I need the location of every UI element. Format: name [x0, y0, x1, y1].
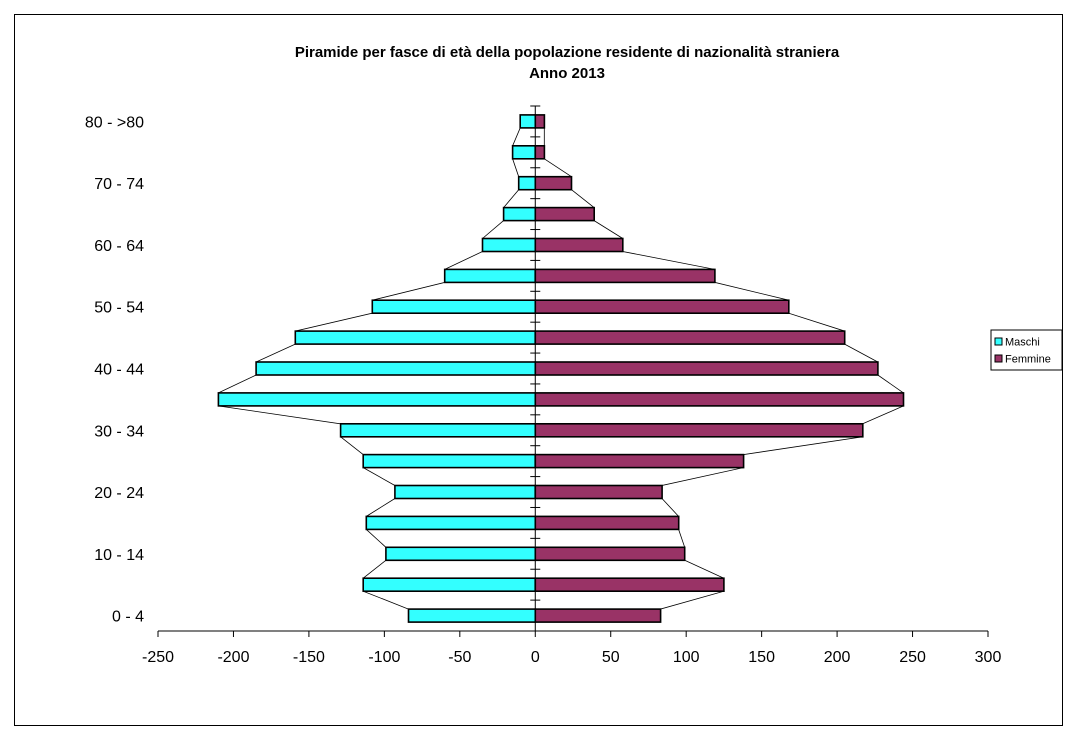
bar-femmine-6 — [534, 422, 864, 438]
y-tick-label: 60 - 64 — [94, 238, 144, 255]
bar-maschi-5 — [362, 453, 537, 469]
bar-maschi-4 — [394, 484, 536, 500]
bar-femmine-15 — [534, 145, 546, 160]
legend-swatch-femmine — [994, 354, 1003, 363]
bar-maschi-13 — [502, 206, 537, 222]
y-tick-label: 70 - 74 — [94, 176, 144, 193]
bar-femmine-7 — [534, 392, 905, 407]
x-tick-label: -150 — [293, 649, 325, 666]
bar-maschi-11 — [443, 268, 537, 284]
chart-title: Piramide per fasce di età della popolazi… — [295, 44, 840, 61]
axes-group: -250 -200 -150 -100 -50 0 50 100 150 200 250 300 0 -… — [85, 105, 1002, 666]
y-tick-label: 50 - 54 — [94, 300, 144, 317]
legend-label-maschi: Maschi — [1005, 337, 1040, 349]
x-tick-label: 150 — [748, 649, 775, 666]
bar-maschi-6 — [339, 422, 537, 438]
y-tick-label: 10 - 14 — [94, 547, 144, 564]
x-tick-label: 50 — [602, 649, 620, 666]
bar-femmine-5 — [534, 453, 745, 469]
bar-maschi-2 — [385, 546, 537, 562]
y-tick-label: 0 - 4 — [112, 609, 144, 626]
bar-maschi-1 — [362, 577, 537, 593]
legend-label-femmine: Femmine — [1005, 354, 1051, 366]
x-tick-label: -50 — [448, 649, 471, 666]
bar-femmine-4 — [534, 484, 663, 500]
bar-femmine-14 — [534, 175, 573, 191]
bar-maschi-8 — [255, 361, 537, 376]
y-tick-label: 20 - 24 — [94, 485, 144, 502]
bar-femmine-12 — [534, 237, 624, 253]
x-tick-label: -250 — [142, 649, 174, 666]
bar-femmine-11 — [534, 268, 716, 284]
y-tick-label: 30 - 34 — [94, 423, 144, 440]
x-tick-label: 0 — [531, 649, 540, 666]
x-tick-label: 250 — [899, 649, 926, 666]
bar-maschi-0 — [407, 608, 537, 623]
bar-femmine-3 — [534, 515, 680, 531]
chart-subtitle: Anno 2013 — [529, 65, 605, 82]
x-tick-label: -100 — [368, 649, 400, 666]
x-tick-label: 300 — [975, 649, 1002, 666]
legend-box — [990, 329, 1063, 371]
bar-maschi-12 — [481, 237, 537, 253]
legend: Maschi Femmine — [990, 329, 1063, 371]
bar-maschi-7 — [217, 392, 537, 407]
y-tick-label: 40 - 44 — [94, 362, 144, 379]
bar-femmine-10 — [534, 299, 790, 315]
legend-swatch-maschi — [994, 337, 1003, 346]
bar-maschi-16 — [519, 114, 537, 129]
bar-maschi-15 — [511, 145, 536, 160]
x-tick-label: -200 — [217, 649, 249, 666]
x-tick-label: 200 — [824, 649, 851, 666]
y-tick-label: 80 - >80 — [85, 114, 144, 131]
bar-maschi-14 — [517, 175, 537, 191]
bar-femmine-2 — [534, 546, 686, 562]
x-tick-label: 100 — [673, 649, 700, 666]
bar-maschi-3 — [365, 515, 537, 531]
bar-femmine-9 — [534, 330, 846, 345]
bar-femmine-8 — [534, 361, 879, 376]
bar-maschi-9 — [294, 330, 536, 345]
bar-femmine-1 — [534, 577, 725, 593]
bar-femmine-0 — [534, 608, 662, 623]
bar-femmine-16 — [534, 114, 546, 129]
bar-maschi-10 — [371, 299, 537, 315]
bars-group — [217, 114, 905, 623]
bar-femmine-13 — [534, 206, 595, 222]
